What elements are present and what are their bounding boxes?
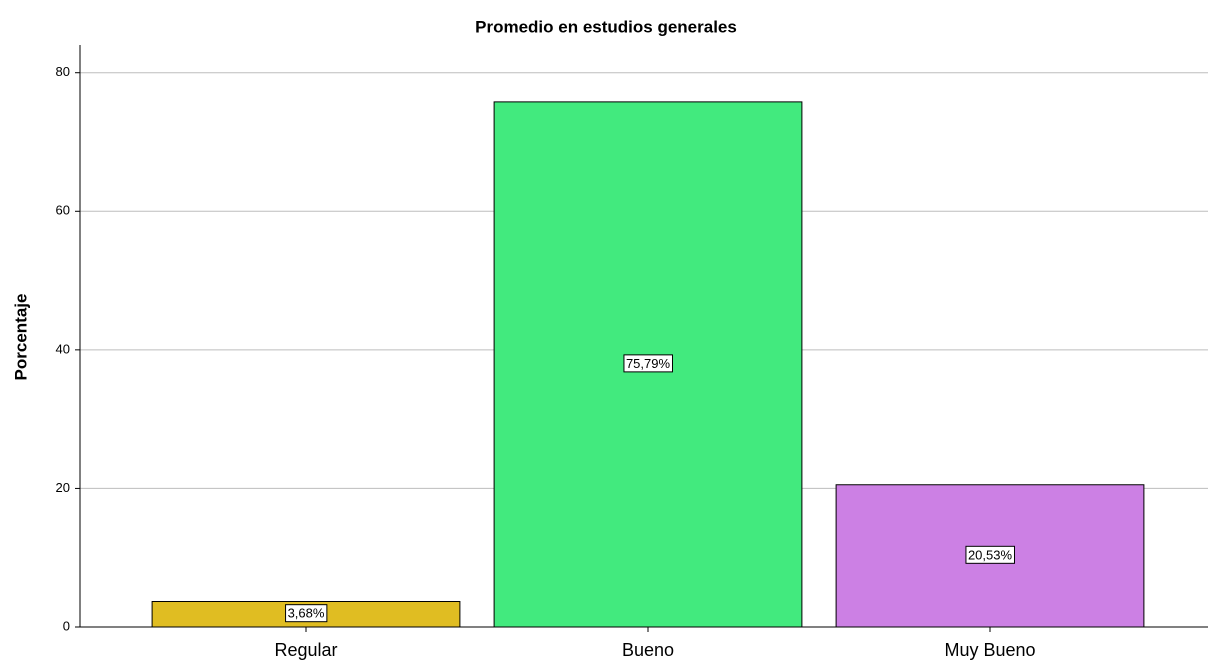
y-tick-label: 40 — [56, 341, 70, 356]
x-tick-label: Muy Bueno — [944, 640, 1035, 660]
y-tick-label: 20 — [56, 480, 70, 495]
x-tick-label: Regular — [274, 640, 337, 660]
value-label-box — [623, 354, 673, 373]
value-label: 20,53% — [968, 547, 1013, 562]
chart-title: Promedio en estudios generales — [475, 17, 737, 36]
y-tick-label: 60 — [56, 203, 70, 218]
y-tick-label: 0 — [63, 618, 70, 633]
value-label-box — [965, 545, 1015, 564]
x-tick-label: Bueno — [622, 640, 674, 660]
value-label-box — [285, 604, 328, 623]
value-label: 3,68% — [288, 606, 325, 621]
value-label: 75,79% — [626, 356, 671, 371]
y-tick-label: 80 — [56, 64, 70, 79]
y-axis-label: Porcentaje — [11, 294, 30, 381]
